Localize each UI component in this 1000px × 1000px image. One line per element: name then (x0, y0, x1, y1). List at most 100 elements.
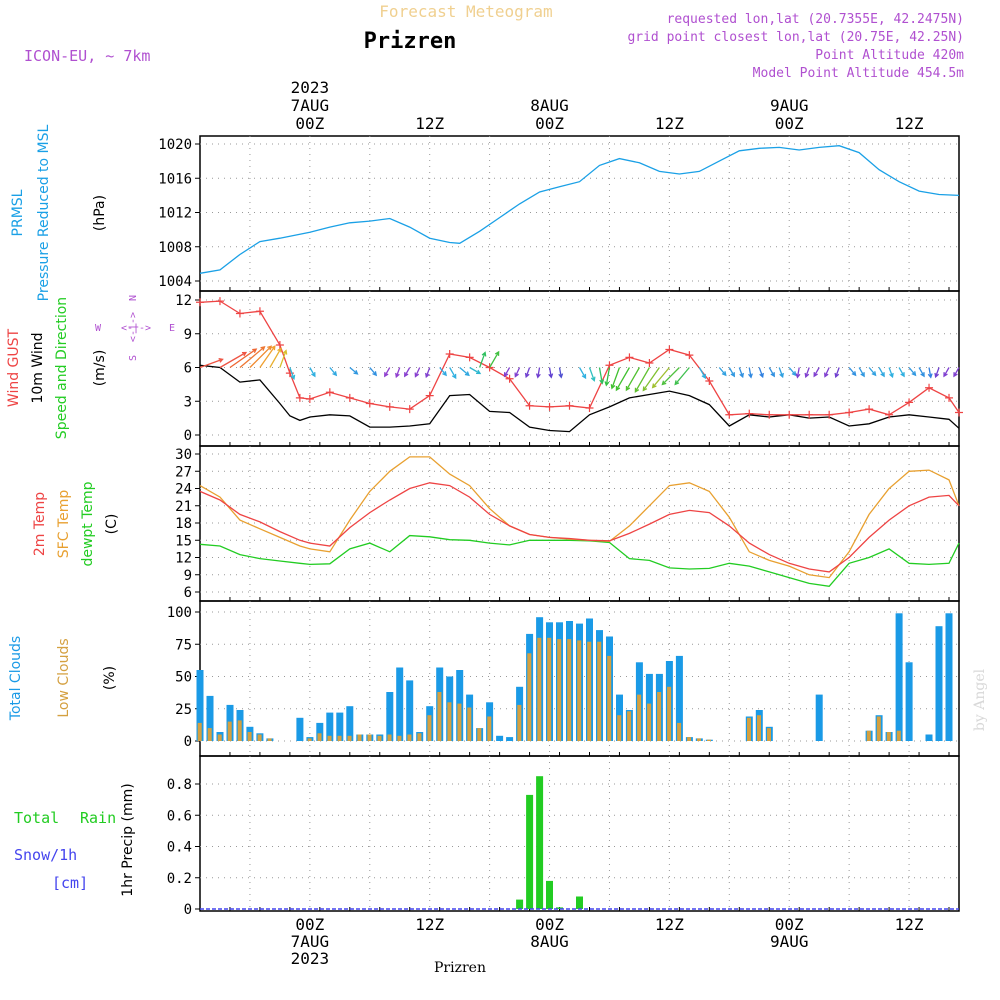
wind-label-direction: Speed and Direction (54, 297, 70, 439)
top-time-label: 7AUG (291, 96, 330, 115)
gust-marker (235, 309, 244, 318)
low-cloud-bar (747, 717, 751, 741)
low-cloud-bar (257, 734, 262, 741)
y-tick-label: 1012 (158, 206, 192, 222)
wind-arrow (414, 367, 421, 378)
y-tick-label: 0.2 (167, 871, 192, 887)
wind-speed-line (199, 364, 960, 433)
low-cloud-bar (427, 715, 432, 741)
wind-gust-line (199, 300, 960, 416)
gust-marker (365, 399, 374, 408)
wind-arrow (249, 345, 273, 368)
top-time-label: 12Z (655, 114, 684, 133)
top-time-label: 12Z (415, 114, 444, 133)
total-cloud-bar (506, 737, 514, 741)
gust-marker (505, 374, 514, 383)
top-time-label: 00Z (535, 114, 564, 133)
wind-arrow (758, 367, 764, 379)
point-altitude: Point Altitude 420m (815, 48, 964, 63)
gust-marker (196, 298, 204, 307)
wind-arrow (824, 367, 830, 378)
wind-arrow (425, 367, 431, 379)
low-cloud-bar (387, 734, 392, 741)
wind-arrow (279, 349, 288, 368)
low-cloud-bar (437, 692, 442, 741)
total-cloud-bar (496, 735, 504, 741)
compass-rose: <-|-> N S <-|-> W E (95, 295, 175, 361)
bottom-time-label: 00Z (775, 915, 804, 934)
wind-arrow (698, 367, 707, 380)
total-cloud-bar (945, 613, 953, 741)
top-time-label: 9AUG (770, 96, 809, 115)
top-time-label: 12Z (895, 114, 924, 133)
gust-marker (565, 401, 574, 410)
wind-arrow (349, 367, 359, 375)
wind-arrow (918, 367, 925, 378)
rain-bar (516, 899, 524, 909)
precip-frame (199, 755, 960, 912)
wind-arrow (625, 367, 640, 392)
clouds-label-low: Low Clouds (56, 638, 72, 717)
wind-arrow (239, 346, 266, 368)
y-tick-label: 0 (184, 902, 192, 918)
low-cloud-bar (247, 732, 252, 741)
faded-title: Forecast Meteogram (379, 2, 552, 21)
wind-arrow (199, 358, 224, 369)
low-cloud-bar (657, 692, 662, 741)
pressure-panel: 1004 1008 1012 1016 1020 PRMSL Pressure Redu… (10, 124, 960, 301)
wind-arrow (642, 367, 660, 392)
pressure-label-desc: Pressure Reduced to MSL (36, 124, 52, 301)
wind-arrow (384, 367, 391, 378)
gust-marker (665, 345, 674, 354)
low-cloud-bar (317, 733, 322, 741)
dewpoint-line (199, 534, 960, 587)
low-cloud-bar (487, 716, 492, 741)
gust-marker (645, 359, 654, 367)
gust-marker (945, 393, 954, 402)
total-cloud-bar (815, 694, 823, 741)
wind-arrow (718, 367, 727, 377)
precip-y-ticks: 0 0.2 0.4 0.6 0.8 (167, 777, 950, 918)
wind-arrow (219, 351, 248, 369)
wind-arrow (503, 367, 511, 378)
y-tick-label: 6 (184, 361, 192, 377)
low-cloud-bar (557, 639, 562, 741)
low-cloud-bar (357, 734, 362, 741)
compass-east: E (169, 323, 175, 334)
wind-arrow (598, 367, 605, 385)
gust-marker (805, 410, 814, 419)
wind-label-gust: Wind GUST (6, 328, 22, 407)
pressure-unit: (hPa) (92, 195, 108, 231)
low-cloud-bar (757, 715, 761, 741)
wind-gust-markers (196, 297, 963, 419)
bottom-time-label: 12Z (415, 915, 444, 934)
wind-arrow (289, 367, 296, 381)
wind-arrow (489, 350, 500, 368)
wind-arrow (768, 367, 775, 378)
top-time-label: 00Z (295, 114, 324, 133)
wind-arrow (395, 367, 401, 379)
wind-arrow (813, 367, 820, 378)
low-cloud-bar (467, 707, 472, 741)
wind-arrow (578, 367, 587, 380)
total-cloud-bar (895, 613, 903, 741)
model-altitude: Model Point Altitude 454.5m (753, 66, 964, 81)
low-cloud-bar (547, 637, 552, 741)
total-cloud-bar (396, 667, 404, 741)
low-cloud-bar (567, 639, 572, 741)
gust-marker (545, 402, 554, 411)
wind-arrow (535, 367, 541, 379)
y-tick-label: 0 (184, 734, 192, 750)
bottom-time-label: 00Z (535, 915, 564, 934)
low-cloud-bar (647, 703, 652, 741)
pressure-frame (199, 135, 960, 292)
wind-arrow (943, 367, 950, 378)
temp-unit: (C) (104, 514, 120, 535)
rain-bar (576, 896, 583, 909)
low-cloud-bar (397, 735, 402, 741)
wind-arrow (778, 367, 784, 379)
wind-arrow (548, 367, 554, 379)
wind-direction-arrows (199, 345, 960, 393)
